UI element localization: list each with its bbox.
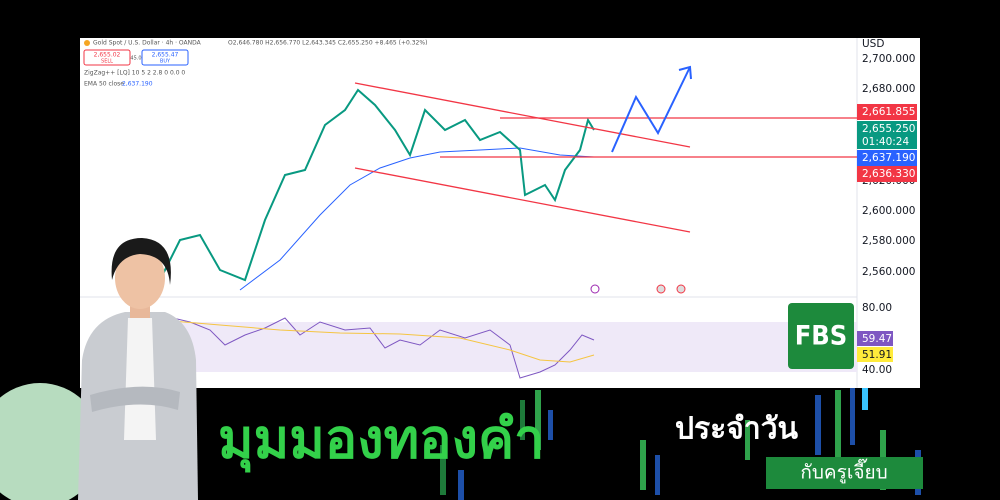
buy-label: BUY — [160, 59, 171, 65]
price-tag-text: 2,655.250 — [862, 123, 915, 135]
price-label: 2,680.000 — [862, 83, 915, 95]
rsi-tag — [857, 331, 893, 346]
buy-button[interactable] — [141, 49, 189, 66]
badge: กับครูเจี๊ยบ — [800, 459, 887, 484]
price-tag — [857, 150, 917, 166]
price-tag-text: 2,637.190 — [862, 152, 915, 164]
sell-button[interactable] — [83, 49, 131, 66]
price-label: 2,560.000 — [862, 266, 915, 278]
event-icon — [590, 284, 600, 294]
buy-price: 2,655.47 — [152, 52, 179, 59]
currency: USD — [862, 38, 884, 50]
price-tag-text: 2,661.855 — [862, 106, 915, 118]
rsi-axis-label: 40.00 — [862, 364, 892, 376]
rsi-tag-text: 59.47 — [862, 333, 892, 345]
price-tag — [857, 121, 917, 149]
rsi-axis: 80.00 40.00 59.47 51.91 — [857, 302, 893, 376]
zigzag: ZigZag++ [LQ] 10 5 2 2.8 0 0.0 0 — [84, 70, 185, 77]
symbol: Gold Spot / U.S. Dollar · 4h · OANDA — [93, 40, 202, 47]
rsi-tag — [857, 347, 893, 362]
rsi-band — [160, 322, 857, 372]
price-tag-text: 2,636.330 — [862, 168, 915, 180]
price-label: 2,600.000 — [862, 205, 915, 217]
sell-label: SELL — [101, 59, 113, 65]
symbol-icon — [84, 40, 90, 46]
subtitle: ประจำวัน — [675, 412, 799, 447]
arrow-head — [678, 65, 692, 80]
event-icon — [676, 284, 686, 294]
price-trend — [159, 88, 595, 282]
rsi-axis-label: 80.00 — [862, 302, 892, 314]
price-tag — [857, 104, 917, 120]
ema-label: EMA 50 close — [84, 81, 124, 88]
price-tag — [857, 166, 917, 182]
channel-top — [354, 82, 691, 148]
rsi-tag-text: 51.91 — [862, 349, 892, 361]
deco-circle — [0, 383, 102, 500]
logo: FBS — [795, 321, 848, 352]
event-icon — [656, 284, 666, 294]
price-tag-sub: 01:40:24 — [862, 136, 909, 148]
price-axis: 2,700.0002,680.0002,620.0002,600.0002,58… — [862, 53, 915, 278]
rsi-ma-line — [159, 319, 595, 363]
forecast-arrow — [611, 66, 691, 153]
logo-box — [788, 303, 854, 369]
ema-value: 2,637.190 — [122, 81, 153, 88]
channel-bottom — [354, 167, 691, 233]
sell-price: 2,655.02 — [94, 52, 121, 59]
title: มุมมองทองคำ — [218, 408, 544, 474]
spread: 45.0 — [130, 56, 141, 62]
badge-box — [766, 457, 923, 489]
ohlc: O2,646.780 H2,656.770 L2,643.345 C2,655.… — [228, 40, 427, 47]
ema-line — [239, 147, 595, 291]
presenter-photo — [78, 238, 198, 500]
price-label: 2,700.000 — [862, 53, 915, 65]
rsi-line — [159, 314, 595, 379]
price-label: 2,580.000 — [862, 235, 915, 247]
